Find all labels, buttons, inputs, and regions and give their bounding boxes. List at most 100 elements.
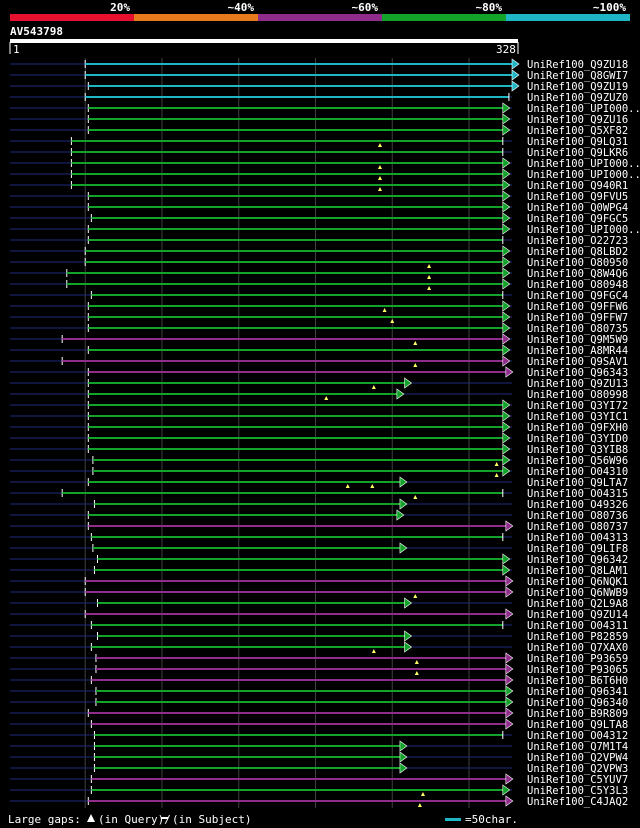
hit-bar[interactable] xyxy=(97,635,405,637)
hit-row[interactable]: UniRef100_Q9ZUZ0 xyxy=(10,92,628,104)
hit-bar[interactable] xyxy=(88,800,506,802)
hit-name-link[interactable]: UniRef100_A8MR44 xyxy=(527,345,628,357)
hit-name-link[interactable]: UniRef100_O22723 xyxy=(527,235,628,247)
hit-row[interactable]: UniRef100_Q96342 xyxy=(10,553,628,566)
hit-name-link[interactable]: UniRef100_O80735 xyxy=(527,323,628,335)
hit-row[interactable]: UniRef100_Q2VPW3 xyxy=(10,762,628,775)
hit-bar[interactable] xyxy=(88,195,503,197)
hit-name-link[interactable]: UniRef100_Q8LAM1 xyxy=(527,565,628,577)
hit-bar[interactable] xyxy=(88,327,503,329)
hit-row[interactable]: UniRef100_Q3YIB8 xyxy=(10,443,628,456)
hit-bar[interactable] xyxy=(91,624,503,626)
hit-bar[interactable] xyxy=(62,492,503,494)
hit-row[interactable]: UniRef100_Q96343 xyxy=(10,366,628,379)
hit-row[interactable]: UniRef100_Q9FXH0 xyxy=(10,421,628,434)
hit-bar[interactable] xyxy=(71,140,503,142)
hit-name-link[interactable]: UniRef100_Q3YID0 xyxy=(527,433,628,445)
hit-name-link[interactable]: UniRef100_O04311 xyxy=(527,620,628,632)
hit-bar[interactable] xyxy=(88,239,503,241)
hit-bar[interactable] xyxy=(92,470,503,472)
hit-bar[interactable] xyxy=(62,360,503,362)
hit-row[interactable]: UniRef100_O80737 xyxy=(10,520,628,533)
hit-row[interactable]: UniRef100_C5YUV7 xyxy=(10,773,628,786)
hit-bar[interactable] xyxy=(88,349,503,351)
hit-name-link[interactable]: UniRef100_Q9FGC4 xyxy=(527,290,628,302)
hit-row[interactable]: UniRef100_Q2VPW4 xyxy=(10,751,628,764)
hit-bar[interactable] xyxy=(88,404,503,406)
hit-bar[interactable] xyxy=(71,184,503,186)
hit-name-link[interactable]: UniRef100_Q9ZU13 xyxy=(527,378,628,390)
hit-bar[interactable] xyxy=(88,448,503,450)
hit-row[interactable]: UniRef100_Q56W96 xyxy=(10,454,628,467)
hit-name-link[interactable]: UniRef100_Q9LTA7 xyxy=(527,477,628,489)
hit-row[interactable]: UniRef100_B6T6H0 xyxy=(10,674,628,687)
hit-row[interactable]: UniRef100_O04310 xyxy=(10,465,628,478)
hit-bar[interactable] xyxy=(97,558,503,560)
hit-bar[interactable] xyxy=(91,778,506,780)
hit-row[interactable]: UniRef100_UPI000.. xyxy=(10,168,640,181)
hit-row[interactable]: UniRef100_Q8W4Q6 xyxy=(10,267,628,280)
hit-bar[interactable] xyxy=(71,162,503,164)
hit-bar[interactable] xyxy=(88,107,503,109)
hit-bar[interactable] xyxy=(88,415,503,417)
hit-name-link[interactable]: UniRef100_UPI000.. xyxy=(527,158,640,170)
hit-name-link[interactable]: UniRef100_Q2L9A8 xyxy=(527,598,628,610)
hit-row[interactable]: UniRef100_Q96340 xyxy=(10,696,628,709)
hit-name-link[interactable]: UniRef100_Q9ZUZ0 xyxy=(527,92,628,104)
hit-name-link[interactable]: UniRef100_Q7M1T4 xyxy=(527,741,628,753)
hit-row[interactable]: UniRef100_Q9ZU14 xyxy=(10,608,628,621)
hit-name-link[interactable]: UniRef100_Q6NQK1 xyxy=(527,576,628,588)
hit-bar[interactable] xyxy=(85,580,506,582)
hit-bar[interactable] xyxy=(97,602,405,604)
hit-row[interactable]: UniRef100_O80735 xyxy=(10,322,628,335)
hit-bar[interactable] xyxy=(88,426,503,428)
hit-name-link[interactable]: UniRef100_Q9FGC5 xyxy=(527,213,628,225)
hit-bar[interactable] xyxy=(91,217,503,219)
hit-row[interactable]: UniRef100_Q9ZU18 xyxy=(10,58,628,71)
hit-row[interactable]: UniRef100_O49326 xyxy=(10,498,628,511)
hit-bar[interactable] xyxy=(62,338,503,340)
hit-row[interactable]: UniRef100_Q8LBD2 xyxy=(10,245,628,258)
hit-row[interactable]: UniRef100_Q3YID0 xyxy=(10,432,628,445)
hit-name-link[interactable]: UniRef100_Q96342 xyxy=(527,554,628,566)
hit-bar[interactable] xyxy=(91,294,503,296)
hit-bar[interactable] xyxy=(88,437,503,439)
hit-name-link[interactable]: UniRef100_C5Y3L3 xyxy=(527,785,628,797)
hit-bar[interactable] xyxy=(88,382,405,384)
hit-row[interactable]: UniRef100_Q9LKR6 xyxy=(10,147,628,159)
hit-row[interactable]: UniRef100_O80948 xyxy=(10,278,628,291)
hit-row[interactable]: UniRef100_Q9FVU5 xyxy=(10,190,628,203)
hit-name-link[interactable]: UniRef100_Q2VPW4 xyxy=(527,752,628,764)
hit-row[interactable]: UniRef100_Q9FGC4 xyxy=(10,290,628,302)
hit-name-link[interactable]: UniRef100_Q6NWB9 xyxy=(527,587,628,599)
hit-row[interactable]: UniRef100_O04311 xyxy=(10,620,628,632)
hit-name-link[interactable]: UniRef100_Q9LTA8 xyxy=(527,719,628,731)
hit-bar[interactable] xyxy=(85,96,509,98)
hit-name-link[interactable]: UniRef100_Q9LKR6 xyxy=(527,147,628,159)
hit-row[interactable]: UniRef100_Q9FGC5 xyxy=(10,212,628,225)
hit-name-link[interactable]: UniRef100_O80948 xyxy=(527,279,628,291)
hit-bar[interactable] xyxy=(85,591,506,593)
hit-name-link[interactable]: UniRef100_Q96341 xyxy=(527,686,628,698)
hit-name-link[interactable]: UniRef100_Q3YI72 xyxy=(527,400,628,412)
hit-name-link[interactable]: UniRef100_P93065 xyxy=(527,664,628,676)
hit-row[interactable]: UniRef100_Q2L9A8 xyxy=(10,597,628,610)
hit-bar[interactable] xyxy=(85,261,503,263)
hit-name-link[interactable]: UniRef100_Q940R1 xyxy=(527,180,628,192)
hit-name-link[interactable]: UniRef100_C5YUV7 xyxy=(527,774,628,786)
hit-row[interactable]: UniRef100_Q96341 xyxy=(10,685,628,698)
hit-name-link[interactable]: UniRef100_P93659 xyxy=(527,653,628,665)
hit-row[interactable]: UniRef100_Q3YIC1 xyxy=(10,410,628,423)
hit-name-link[interactable]: UniRef100_UPI000.. xyxy=(527,169,640,181)
hit-bar[interactable] xyxy=(88,85,512,87)
hit-name-link[interactable]: UniRef100_UPI000.. xyxy=(527,103,640,115)
hit-bar[interactable] xyxy=(88,525,506,527)
hit-name-link[interactable]: UniRef100_O80950 xyxy=(527,257,628,269)
hit-bar[interactable] xyxy=(88,712,506,714)
hit-bar[interactable] xyxy=(95,657,506,659)
hit-row[interactable]: UniRef100_C5Y3L3 xyxy=(10,784,628,797)
hit-row[interactable]: UniRef100_Q940R1 xyxy=(10,179,628,192)
hit-bar[interactable] xyxy=(91,679,506,681)
hit-bar[interactable] xyxy=(71,173,503,175)
hit-row[interactable]: UniRef100_UPI000.. xyxy=(10,157,640,170)
